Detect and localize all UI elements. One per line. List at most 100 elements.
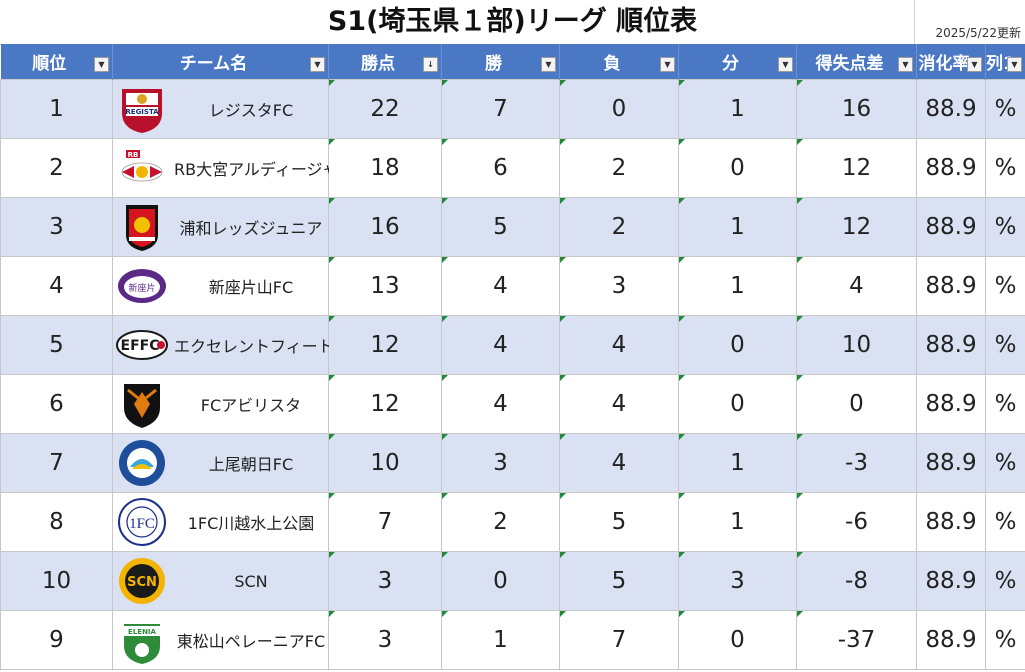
sort-descending-icon[interactable]: ↓ (423, 57, 438, 72)
percent-cell: % (986, 257, 1025, 316)
draws-cell: 1 (679, 80, 797, 139)
header-rank-label: 順位 (32, 49, 80, 74)
rank-cell: 4 (1, 257, 113, 316)
losses-cell: 4 (560, 375, 679, 434)
team-cell: 新座片新座片山FC (113, 257, 329, 316)
losses-cell: 2 (560, 139, 679, 198)
svg-text:RB: RB (128, 151, 139, 159)
draws-cell: 1 (679, 434, 797, 493)
header-goal-diff-label: 得失点差 (816, 49, 898, 74)
filter-dropdown-icon[interactable]: ▼ (94, 57, 109, 72)
filter-dropdown-icon[interactable]: ▼ (898, 57, 913, 72)
svg-text:1FC: 1FC (129, 516, 155, 532)
filter-dropdown-icon[interactable]: ▼ (967, 57, 982, 72)
header-draws-label: 分 (722, 49, 753, 74)
goal-diff-cell: -8 (797, 552, 917, 611)
wins-cell: 6 (442, 139, 560, 198)
percent-cell: % (986, 611, 1025, 670)
cell-divider (914, 0, 915, 44)
team-name: 新座片山FC (174, 274, 328, 298)
completion-cell: 88.9 (917, 198, 986, 257)
draws-cell: 0 (679, 316, 797, 375)
percent-cell: % (986, 375, 1025, 434)
header-goal-diff: 得失点差▼ (797, 44, 917, 80)
losses-cell: 4 (560, 434, 679, 493)
header-points-label: 勝点 (361, 49, 409, 74)
header-team-label: チーム名 (180, 49, 262, 74)
points-cell: 16 (329, 198, 442, 257)
team-name: 上尾朝日FC (174, 451, 328, 475)
team-name: FCアビリスタ (174, 392, 328, 416)
filter-dropdown-icon[interactable]: ▼ (778, 57, 793, 72)
draws-cell: 1 (679, 493, 797, 552)
team-cell: 上尾朝日FC (113, 434, 329, 493)
percent-cell: % (986, 139, 1025, 198)
page-title: S1(埼玉県１部)リーグ 順位表 (0, 0, 1025, 44)
header-col1: 列1▼ (986, 44, 1025, 80)
goal-diff-cell: -6 (797, 493, 917, 552)
points-cell: 7 (329, 493, 442, 552)
completion-cell: 88.9 (917, 257, 986, 316)
points-cell: 18 (329, 139, 442, 198)
losses-cell: 7 (560, 611, 679, 670)
losses-cell: 3 (560, 257, 679, 316)
header-points: 勝点 ↓ (329, 44, 442, 80)
regista-crest-icon: REGISTA (116, 83, 168, 135)
filter-dropdown-icon[interactable]: ▼ (541, 57, 556, 72)
points-cell: 13 (329, 257, 442, 316)
completion-cell: 88.9 (917, 375, 986, 434)
goal-diff-cell: 10 (797, 316, 917, 375)
losses-cell: 2 (560, 198, 679, 257)
team-name: レジスタFC (174, 97, 328, 121)
rank-cell: 6 (1, 375, 113, 434)
kawagoe-crest-icon: 1FC (116, 496, 168, 548)
rank-cell: 5 (1, 316, 113, 375)
effc-crest-icon: EFFC (116, 319, 168, 371)
goal-diff-cell: 12 (797, 198, 917, 257)
wins-cell: 2 (442, 493, 560, 552)
goal-diff-cell: 12 (797, 139, 917, 198)
draws-cell: 1 (679, 257, 797, 316)
rank-cell: 10 (1, 552, 113, 611)
goal-diff-cell: 0 (797, 375, 917, 434)
completion-cell: 88.9 (917, 611, 986, 670)
abirista-crest-icon (116, 378, 168, 430)
team-name: 1FC川越水上公園 (174, 510, 328, 534)
filter-dropdown-icon[interactable]: ▼ (1007, 57, 1022, 72)
rank-cell: 9 (1, 611, 113, 670)
header-losses-label: 負 (604, 49, 635, 74)
goal-diff-cell: -37 (797, 611, 917, 670)
rb-omiya-crest-icon: RB (116, 142, 168, 194)
wins-cell: 7 (442, 80, 560, 139)
percent-cell: % (986, 316, 1025, 375)
filter-dropdown-icon[interactable]: ▼ (310, 57, 325, 72)
losses-cell: 5 (560, 493, 679, 552)
team-cell: 浦和レッズジュニア (113, 198, 329, 257)
points-cell: 10 (329, 434, 442, 493)
header-completion: 消化率▼ (917, 44, 986, 80)
points-cell: 3 (329, 611, 442, 670)
updated-date: 2025/5/22更新 (935, 24, 1021, 41)
rank-cell: 8 (1, 493, 113, 552)
header-wins: 勝▼ (442, 44, 560, 80)
team-name: 東松山ペレーニアFC (174, 628, 328, 652)
losses-cell: 5 (560, 552, 679, 611)
team-cell: 1FC 1FC川越水上公園 (113, 493, 329, 552)
filter-dropdown-icon[interactable]: ▼ (660, 57, 675, 72)
rank-cell: 2 (1, 139, 113, 198)
rank-cell: 1 (1, 80, 113, 139)
goal-diff-cell: 16 (797, 80, 917, 139)
svg-text:SCN: SCN (127, 575, 157, 590)
